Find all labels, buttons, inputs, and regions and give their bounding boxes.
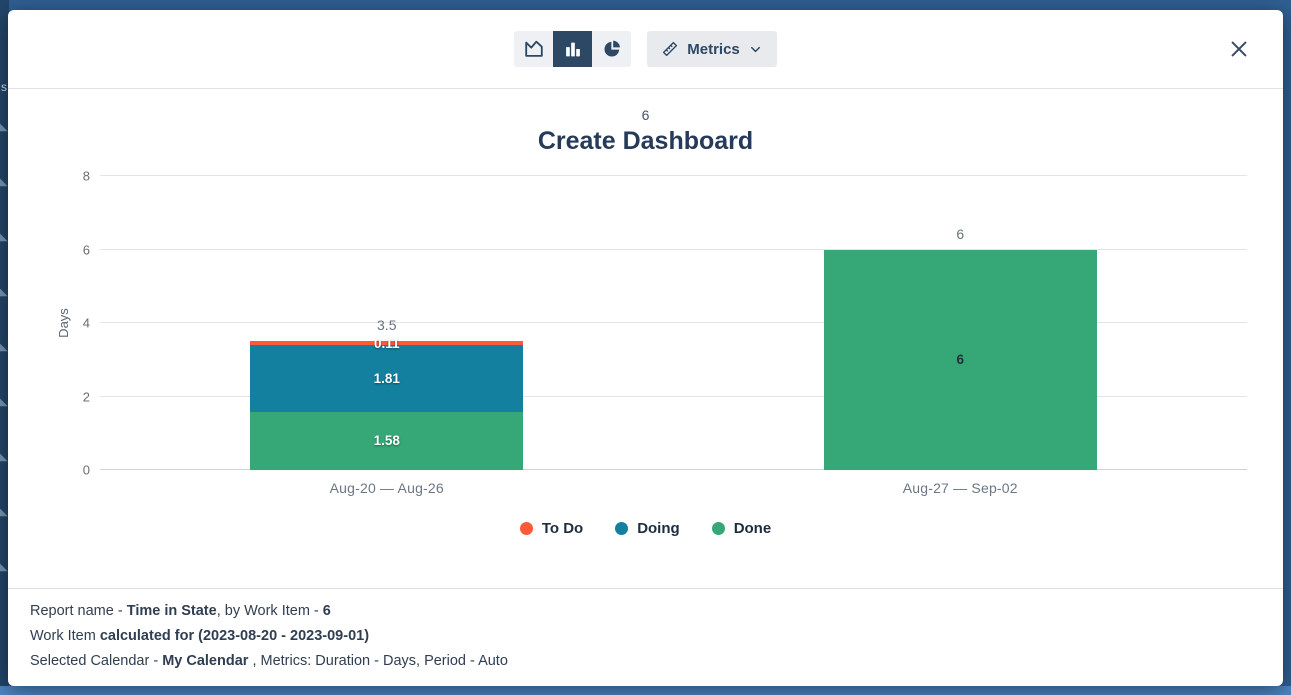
edge-chevron-icon: ◣ [0, 287, 8, 298]
y-axis-label: Days [56, 308, 71, 338]
legend-label: Doing [637, 520, 680, 537]
x-axis-tick-label: Aug-20 — Aug-26 [329, 480, 444, 496]
background-bottom-strip [0, 686, 1291, 695]
gridline [100, 322, 1247, 323]
y-tick-label: 2 [82, 389, 90, 404]
bar-segment-done[interactable]: 6 [823, 249, 1097, 470]
edge-chevron-icon: ◣ [0, 397, 8, 408]
legend-item-done[interactable]: Done [711, 520, 772, 537]
summary-text: calculated for (2023-08-20 - 2023-09-01) [99, 628, 370, 644]
background-partial-text: s [1, 80, 7, 94]
summary-text: Selected Calendar - [30, 653, 163, 669]
edge-chevron-icon: ◣ [0, 232, 8, 243]
bar-total-label: 3.5 [377, 317, 397, 334]
legend-dot [711, 522, 725, 535]
background-chevrons: ◣ ◣ ◣ ◣ ◣ ◣ ◣ ◣ ◣ [0, 122, 8, 573]
plot-region: Days 0 2 4 6 8 1.58 1.81 0.11 3.5 6 6 [56, 169, 1248, 478]
report-dialog: Metrics 6 Create Dashboard Days 0 2 4 6 8 1.5… [8, 10, 1283, 686]
legend-label: To Do [541, 520, 584, 537]
summary-line: Work Item calculated for (2023-08-20 - 2… [30, 624, 1261, 649]
bar-segment-done[interactable]: 1.58 [250, 411, 524, 470]
bar-total-label: 6 [956, 225, 965, 242]
edge-chevron-icon: ◣ [0, 452, 8, 463]
metrics-dropdown-button[interactable]: Metrics [647, 31, 777, 67]
chart-title: Create Dashboard [537, 127, 754, 155]
metrics-button-label: Metrics [687, 40, 740, 58]
chart-legend: To Do Doing Done [8, 520, 1283, 537]
bar-value-label: 0.11 [373, 335, 400, 351]
chevron-down-icon [750, 46, 760, 52]
edge-chevron-icon: ◣ [0, 507, 8, 518]
bar-segment-doing[interactable]: 1.81 [250, 345, 524, 412]
gridline [100, 175, 1247, 176]
bar-chart-icon [565, 42, 580, 57]
pie-chart-button[interactable] [592, 31, 631, 67]
pie-chart-icon [604, 40, 620, 57]
y-tick-label: 8 [82, 168, 90, 184]
edge-chevron-icon: ◣ [0, 562, 8, 573]
bar-segment-to-do[interactable]: 0.11 [250, 336, 524, 351]
x-axis-tick-label: Aug-27 — Sep-02 [902, 480, 1018, 496]
legend-item-to-do[interactable]: To Do [519, 520, 584, 537]
summary-text: , Metrics: Duration - Days, Period - Aut… [248, 653, 508, 669]
summary-text: Time in State [126, 603, 217, 619]
area-chart-button[interactable] [514, 31, 553, 67]
legend-dot [615, 522, 629, 535]
summary-line: Report name - Time in State, by Work Ite… [30, 599, 1261, 624]
dialog-header: Metrics [8, 10, 1283, 89]
bar-column: 1.58 1.81 0.11 3.5 [100, 176, 674, 470]
legend-dot [519, 522, 533, 535]
y-tick-label: 6 [82, 242, 90, 257]
edge-chevron-icon: ◣ [0, 177, 8, 188]
plot-area: 0 2 4 6 8 1.58 1.81 0.11 3.5 6 6 [83, 169, 1248, 478]
bar-value-label: 6 [956, 352, 964, 368]
bar-value-label: 1.81 [373, 371, 400, 387]
report-summary: Report name - Time in State, by Work Ite… [8, 588, 1283, 686]
y-tick-label: 0 [82, 462, 90, 478]
edge-chevron-icon: ◣ [0, 122, 8, 133]
metrics-ruler-icon [663, 41, 678, 57]
legend-label: Done [733, 520, 772, 537]
close-button[interactable] [1221, 31, 1257, 67]
gridline [100, 248, 1247, 250]
bar-chart-button[interactable] [553, 31, 593, 67]
summary-text: Report name - [30, 603, 127, 619]
area-chart-icon [525, 40, 543, 57]
summary-line: Selected Calendar - My Calendar , Metric… [30, 649, 1261, 674]
summary-text: My Calendar [162, 653, 249, 669]
gridline [100, 395, 1247, 397]
summary-text: 6 [322, 603, 331, 619]
background-left-rail: s ◣ ◣ ◣ ◣ ◣ ◣ ◣ ◣ ◣ [0, 0, 9, 695]
chart-type-switcher [514, 31, 632, 67]
gridline [100, 469, 1247, 470]
close-icon [1231, 41, 1247, 57]
summary-text: Work Item [30, 628, 100, 644]
work-item-id: 6 [641, 107, 650, 123]
summary-text: , by Work Item - [216, 603, 323, 619]
chart-panel: 6 Create Dashboard Days 0 2 4 6 8 1.58 1.81 0.1… [8, 89, 1283, 588]
legend-item-doing[interactable]: Doing [615, 520, 680, 537]
y-tick-label: 4 [82, 315, 90, 331]
edge-chevron-icon: ◣ [0, 342, 8, 353]
bar-value-label: 1.58 [373, 433, 400, 449]
x-axis-labels: Aug-20 — Aug-26 Aug-27 — Sep-02 [100, 480, 1247, 496]
